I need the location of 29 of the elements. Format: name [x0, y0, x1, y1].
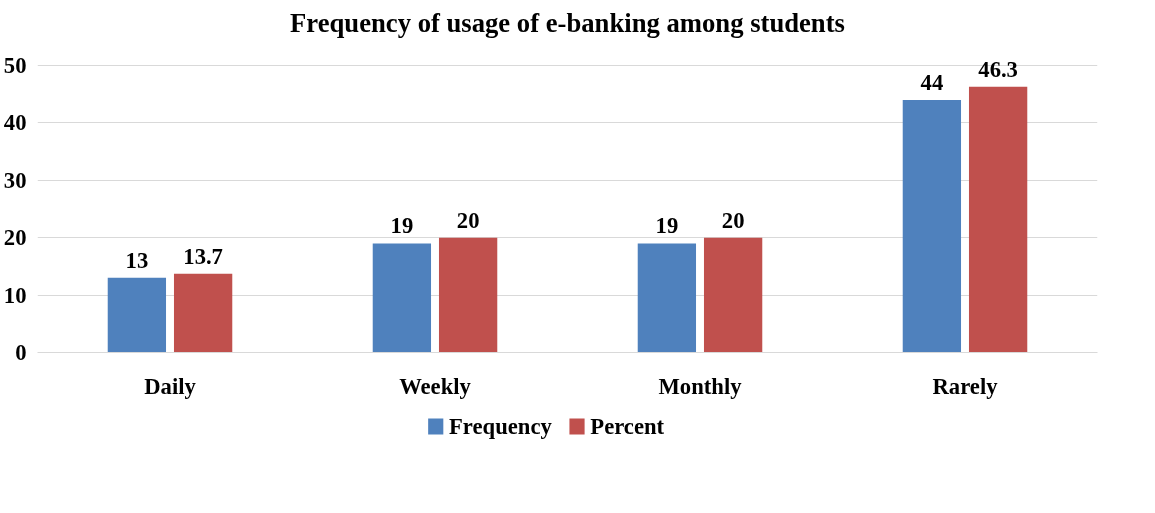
y-tick-label: 30	[3, 167, 27, 193]
chart-title: Frequency of usage of e-banking among students	[290, 7, 845, 38]
y-tick-label: 40	[3, 110, 27, 136]
y-tick-label: 10	[3, 282, 27, 308]
y-tick-label: 20	[3, 225, 27, 251]
bar	[107, 277, 167, 353]
bar	[438, 237, 498, 353]
data-label: 19	[390, 213, 414, 239]
bar	[637, 243, 697, 353]
x-tick-label: Daily	[144, 373, 197, 399]
y-tick-label: 50	[3, 52, 27, 78]
bar	[173, 273, 233, 353]
x-tick-label: Rarely	[932, 373, 999, 399]
bar	[968, 86, 1028, 353]
data-label: 46.3	[978, 56, 1018, 82]
bar	[703, 237, 763, 353]
bar	[902, 99, 962, 353]
x-tick-label: Monthly	[658, 373, 743, 399]
y-tick-label: 0	[15, 340, 27, 365]
x-tick-label: Weekly	[399, 373, 472, 399]
data-label: 13.7	[183, 243, 223, 269]
legend-label: Percent	[590, 414, 665, 439]
bar	[372, 243, 432, 353]
data-label: 20	[456, 207, 480, 233]
data-label: 44	[920, 69, 944, 95]
data-label: 19	[655, 213, 679, 239]
legend-label: Frequency	[449, 414, 553, 439]
data-label: 20	[721, 207, 745, 233]
data-label: 13	[125, 247, 149, 273]
